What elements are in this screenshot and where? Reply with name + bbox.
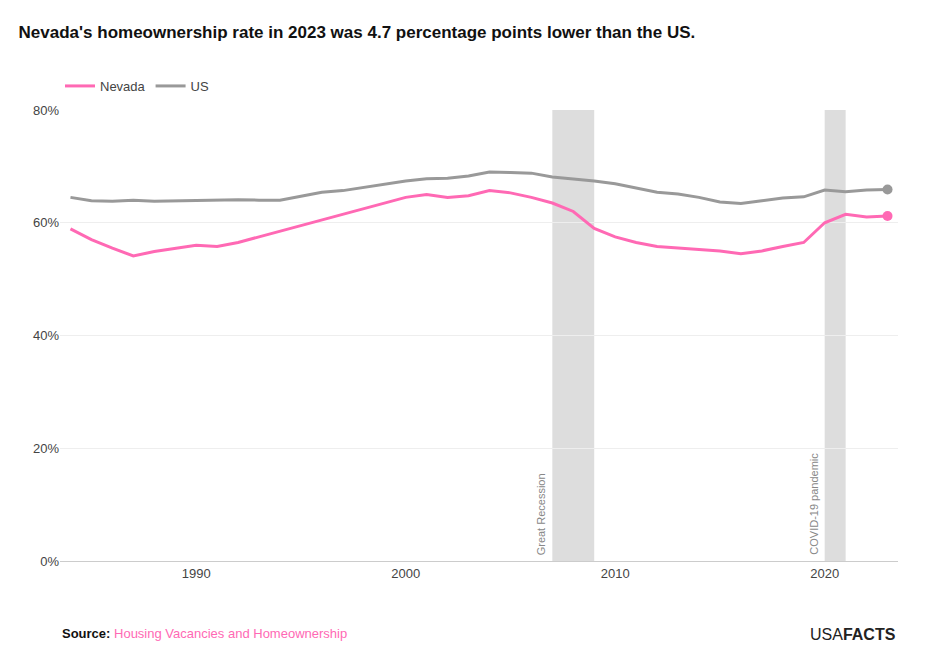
svg-text:2010: 2010 [601,566,630,581]
svg-text:60%: 60% [33,215,59,230]
svg-text:0%: 0% [40,554,59,569]
svg-text:20%: 20% [33,441,59,456]
svg-text:Nevada: Nevada [100,79,146,94]
svg-text:40%: 40% [33,328,59,343]
svg-text:2020: 2020 [810,566,839,581]
svg-text:US: US [191,79,209,94]
svg-text:80%: 80% [33,103,59,118]
svg-text:COVID-19 pandemic: COVID-19 pandemic [808,453,820,555]
svg-text:Great Recession: Great Recession [535,473,547,555]
svg-text:2000: 2000 [391,566,420,581]
svg-text:1990: 1990 [182,566,211,581]
svg-text:Nevada's homeownership rate in: Nevada's homeownership rate in 2023 was … [19,23,696,42]
svg-text:Source: Housing Vacancies and: Source: Housing Vacancies and Homeowners… [62,626,347,641]
svg-text:USAFACTS: USAFACTS [810,626,896,643]
